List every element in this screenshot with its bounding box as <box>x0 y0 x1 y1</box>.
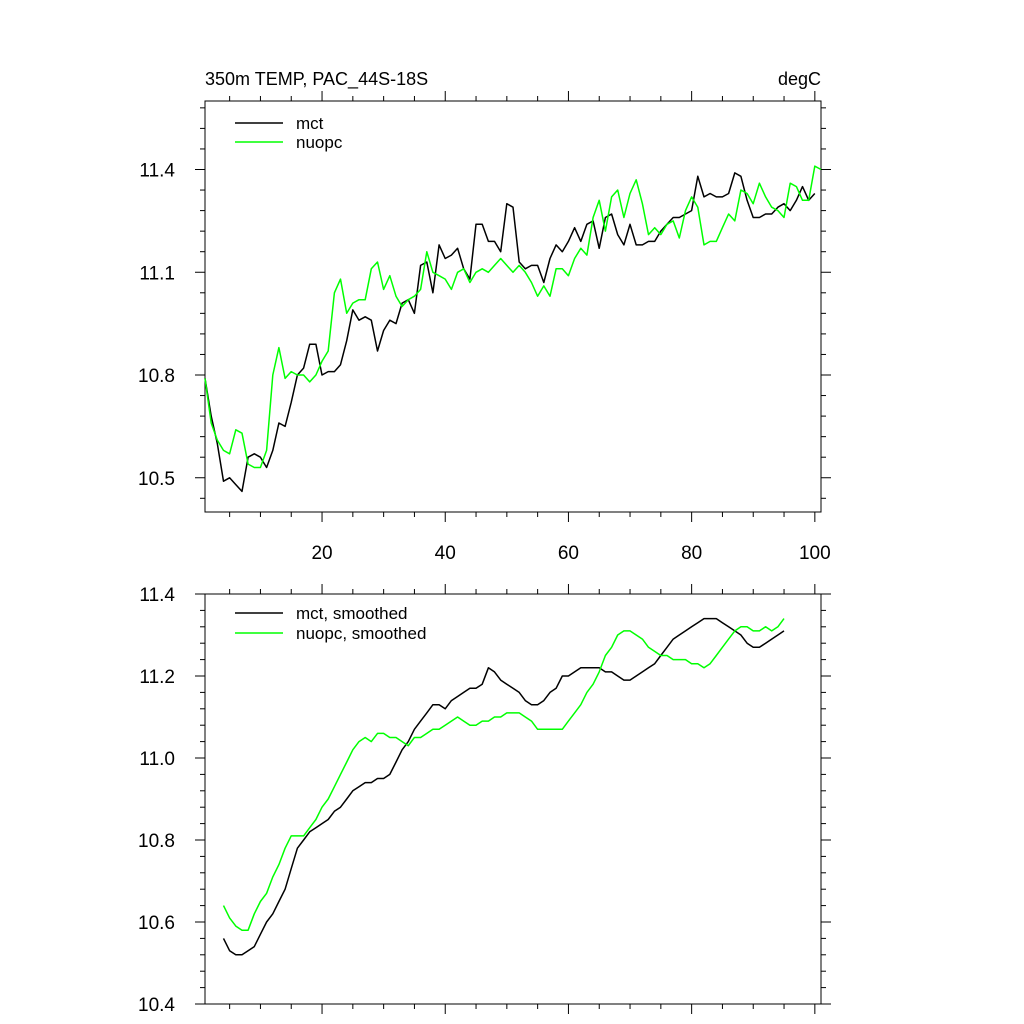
x-tick-label: 20 <box>311 543 332 564</box>
y-tick-label: 10.4 <box>138 995 175 1016</box>
top-series-lines <box>204 165 822 493</box>
y-tick-label: 11.0 <box>139 749 175 770</box>
top-chart-title: 350m TEMP, PAC_44S-18S <box>205 69 428 90</box>
top-chart-units: degC <box>778 69 821 89</box>
y-tick-label: 10.6 <box>138 913 175 934</box>
y-tick-label: 11.1 <box>139 263 175 284</box>
x-tick-label: 100 <box>799 543 831 564</box>
legend-label-nuopc: nuopc <box>296 133 343 152</box>
legend-label-nuopc-smoothed: nuopc, smoothed <box>296 624 426 643</box>
series-line-mct-smoothed <box>222 617 785 956</box>
series-line-mct <box>204 172 816 493</box>
top-plot-frame <box>204 100 822 513</box>
bottom-plot-frame <box>204 593 822 1005</box>
bottom-legend: mct, smoothed nuopc, smoothed <box>235 604 426 643</box>
bottom-series-lines <box>222 617 785 956</box>
bottom-axes: 10.4 10.6 10.8 11.0 11.2 11.4 <box>138 584 831 1016</box>
y-tick-label: 11.4 <box>139 161 175 182</box>
series-line-nuopc-smoothed <box>222 618 785 931</box>
y-tick-label: 10.8 <box>138 366 175 387</box>
y-tick-label: 11.2 <box>139 667 175 688</box>
top-axes: 20 40 60 80 100 10.5 10.8 11.1 11.4 <box>138 91 831 564</box>
y-tick-label: 11.4 <box>139 585 175 606</box>
top-legend: mct nuopc <box>235 114 343 152</box>
x-tick-label: 80 <box>681 543 702 564</box>
bottom-panel: 10.4 10.6 10.8 11.0 11.2 11.4 mct, smoothed n… <box>138 584 831 1016</box>
series-line-nuopc <box>204 165 822 469</box>
x-tick-label: 60 <box>558 543 579 564</box>
legend-label-mct-smoothed: mct, smoothed <box>296 604 408 623</box>
top-panel: 350m TEMP, PAC_44S-18S degC 20 40 60 80 100 1… <box>138 69 831 564</box>
y-tick-label: 10.8 <box>138 831 175 852</box>
y-tick-label: 10.5 <box>138 469 175 490</box>
legend-label-mct: mct <box>296 114 324 133</box>
x-tick-label: 40 <box>435 543 456 564</box>
